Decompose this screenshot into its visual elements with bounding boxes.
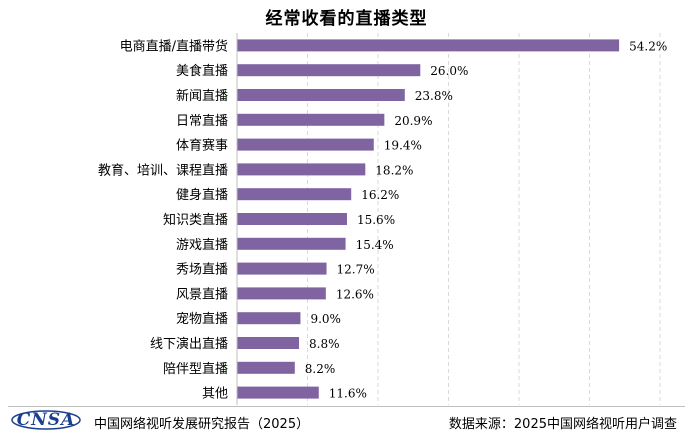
value-label: 26.0% [430, 64, 468, 78]
value-label: 20.9% [394, 114, 432, 128]
value-label: 23.8% [415, 89, 453, 103]
category-label: 宠物直播 [176, 311, 228, 327]
bar [237, 287, 326, 300]
category-label: 教育、培训、课程直播 [98, 162, 228, 178]
category-label: 知识类直播 [163, 212, 228, 228]
report-name: 中国网络视听发展研究报告（2025） [94, 417, 310, 432]
bar [237, 64, 421, 77]
logo-text: CNSA [16, 410, 76, 430]
bar [237, 262, 327, 275]
data-source: 数据来源：2025中国网络视听用户调查 [448, 417, 677, 432]
value-label: 54.2% [629, 39, 667, 53]
value-label: 9.0% [310, 312, 341, 326]
bar-chart: 电商直播/直播带货 54.2% 美食直播 26.0% 新闻直播 23.8% 日常直播 20.9… [98, 33, 667, 405]
category-label: 体育赛事 [176, 138, 228, 154]
chart-title: 经常收看的直播类型 [265, 9, 428, 29]
value-label: 12.6% [336, 287, 374, 301]
bar [237, 337, 300, 349]
category-label: 电商直播/直播带货 [120, 38, 228, 54]
logo-ellipse-icon [11, 410, 81, 430]
category-label: 日常直播 [176, 114, 228, 129]
value-label: 15.4% [356, 238, 394, 252]
bar [237, 138, 374, 151]
category-label: 秀场直播 [176, 263, 228, 278]
category-label: 线下演出直播 [150, 336, 228, 352]
value-label: 18.2% [375, 163, 413, 177]
value-label: 15.6% [357, 213, 395, 227]
cnsa-logo: CNSA [10, 409, 82, 431]
category-label: 陪伴型直播 [163, 362, 228, 377]
value-label: 12.7% [337, 263, 375, 277]
value-label: 8.2% [305, 362, 336, 376]
category-label: 游戏直播 [176, 238, 228, 253]
category-label: 健身直播 [176, 187, 228, 203]
bar [237, 386, 319, 399]
bar [237, 237, 346, 250]
bar [237, 312, 301, 325]
footer-divider [8, 406, 685, 407]
bar [237, 163, 366, 176]
category-label: 美食直播 [176, 63, 228, 79]
bar [237, 213, 347, 225]
value-label: 16.2% [361, 188, 399, 202]
value-label: 19.4% [384, 139, 422, 153]
value-label: 8.8% [309, 337, 340, 351]
bar [237, 188, 352, 201]
value-label: 11.6% [329, 387, 367, 401]
bar [237, 89, 405, 101]
bar [237, 361, 295, 374]
category-label: 风景直播 [176, 287, 228, 302]
category-label: 其他 [202, 387, 228, 402]
bar [237, 39, 620, 52]
category-label: 新闻直播 [176, 88, 228, 104]
bar [237, 113, 385, 126]
